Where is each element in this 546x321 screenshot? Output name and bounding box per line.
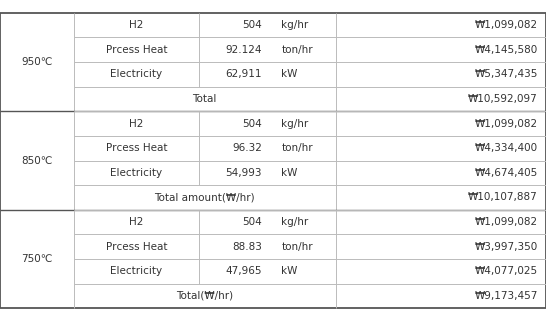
Text: ₩1,099,082: ₩1,099,082 <box>474 20 538 30</box>
Text: 504: 504 <box>242 118 262 129</box>
Text: 504: 504 <box>242 217 262 227</box>
Text: 750℃: 750℃ <box>21 254 52 264</box>
Text: 54,993: 54,993 <box>225 168 262 178</box>
Text: Prᴄess Heat: Prᴄess Heat <box>106 242 167 252</box>
Text: 88.83: 88.83 <box>232 242 262 252</box>
Text: kg/hr: kg/hr <box>281 20 308 30</box>
Text: 47,965: 47,965 <box>225 266 262 276</box>
Text: H2: H2 <box>129 217 144 227</box>
Text: Prᴄess Heat: Prᴄess Heat <box>106 45 167 55</box>
Text: ₩4,334,400: ₩4,334,400 <box>474 143 538 153</box>
Text: 62,911: 62,911 <box>225 69 262 79</box>
Text: Electricity: Electricity <box>110 168 163 178</box>
Text: ₩3,997,350: ₩3,997,350 <box>474 242 538 252</box>
Text: H2: H2 <box>129 118 144 129</box>
Text: 950℃: 950℃ <box>21 57 52 67</box>
Text: kW: kW <box>281 69 298 79</box>
Text: Total(₩/hr): Total(₩/hr) <box>176 291 233 301</box>
Text: ₩10,107,887: ₩10,107,887 <box>468 192 538 203</box>
Text: ₩5,347,435: ₩5,347,435 <box>474 69 538 79</box>
Text: kW: kW <box>281 168 298 178</box>
Text: ₩1,099,082: ₩1,099,082 <box>474 217 538 227</box>
Text: kg/hr: kg/hr <box>281 118 308 129</box>
Text: ton/hr: ton/hr <box>281 143 313 153</box>
Text: 92.124: 92.124 <box>225 45 262 55</box>
Text: ₩4,145,580: ₩4,145,580 <box>474 45 538 55</box>
Text: Total amount(₩/hr): Total amount(₩/hr) <box>155 192 255 203</box>
Text: H2: H2 <box>129 20 144 30</box>
Text: ton/hr: ton/hr <box>281 45 313 55</box>
Text: ton/hr: ton/hr <box>281 242 313 252</box>
Text: ₩1,099,082: ₩1,099,082 <box>474 118 538 129</box>
Text: kW: kW <box>281 266 298 276</box>
Text: kg/hr: kg/hr <box>281 217 308 227</box>
Text: 850℃: 850℃ <box>21 155 52 166</box>
Text: ₩10,592,097: ₩10,592,097 <box>468 94 538 104</box>
Text: Electricity: Electricity <box>110 266 163 276</box>
Text: ₩4,674,405: ₩4,674,405 <box>474 168 538 178</box>
Text: Prᴄess Heat: Prᴄess Heat <box>106 143 167 153</box>
Text: 96.32: 96.32 <box>232 143 262 153</box>
Text: ₩4,077,025: ₩4,077,025 <box>474 266 538 276</box>
Text: Electricity: Electricity <box>110 69 163 79</box>
Text: Total: Total <box>193 94 217 104</box>
Text: ₩9,173,457: ₩9,173,457 <box>474 291 538 301</box>
Text: 504: 504 <box>242 20 262 30</box>
